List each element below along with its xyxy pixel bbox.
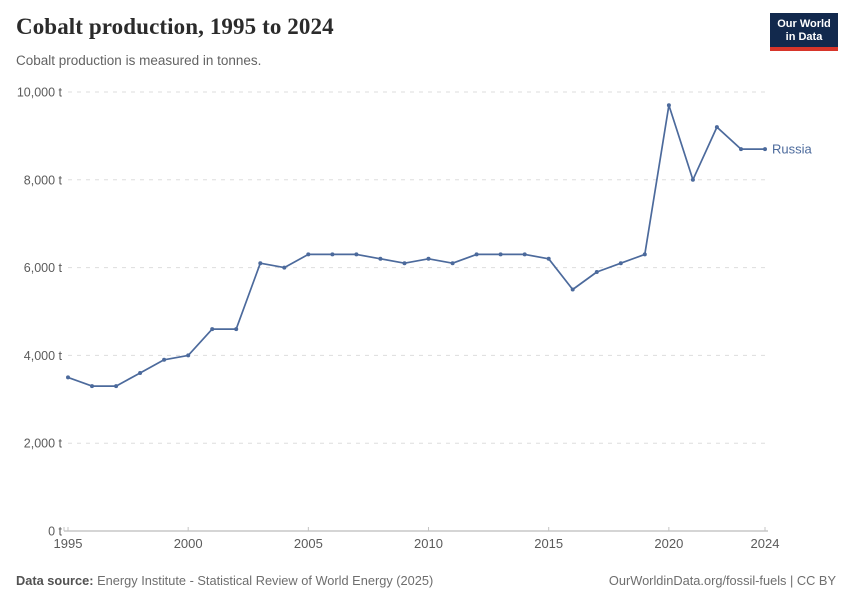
x-axis-tick-label: 2010 <box>414 536 443 551</box>
data-point <box>66 375 70 380</box>
y-axis-tick-label: 6,000 t <box>24 261 63 275</box>
data-point <box>114 384 119 389</box>
data-point <box>90 384 94 389</box>
data-point <box>570 287 575 292</box>
data-point <box>378 256 383 261</box>
data-point <box>763 147 767 152</box>
data-line-russia <box>67 104 766 387</box>
owid-logo-line2: in Data <box>785 30 823 43</box>
x-axis-tick-label: 2000 <box>174 536 203 551</box>
x-axis-tick-label: 2024 <box>751 536 780 551</box>
x-axis-tick-label: 2015 <box>534 536 563 551</box>
data-point <box>498 252 503 257</box>
data-point <box>618 261 623 266</box>
data-point <box>594 270 599 274</box>
data-point <box>714 125 719 130</box>
data-point <box>690 177 695 182</box>
data-point <box>162 357 167 362</box>
chart-footer: Data source: Energy Institute - Statisti… <box>16 573 836 588</box>
data-point <box>450 261 455 266</box>
data-point <box>138 371 143 375</box>
x-axis-tick-label: 1995 <box>54 536 83 551</box>
data-point <box>546 256 551 261</box>
data-point <box>474 252 479 257</box>
chart-subtitle: Cobalt production is measured in tonnes. <box>16 53 262 68</box>
data-point <box>666 103 671 108</box>
data-point <box>282 265 287 270</box>
data-source: Data source: Energy Institute - Statisti… <box>16 573 433 588</box>
owid-logo-line1: Our World <box>777 18 831 30</box>
data-point <box>234 327 239 332</box>
data-point <box>522 252 527 257</box>
data-source-label: Data source: <box>16 573 94 588</box>
data-point <box>258 261 263 266</box>
page-title: Cobalt production, 1995 to 2024 <box>16 14 334 39</box>
data-source-link[interactable]: Energy Institute - Statistical Review of… <box>97 573 434 588</box>
y-axis-tick-label: 8,000 t <box>24 173 63 187</box>
x-axis-tick-label: 2020 <box>654 536 683 551</box>
data-point <box>210 327 215 332</box>
data-point <box>426 256 431 261</box>
data-point <box>186 353 191 358</box>
owid-logo[interactable]: Our World in Data <box>770 13 838 51</box>
y-axis-tick-label: 2,000 t <box>24 437 63 451</box>
data-point <box>330 252 335 257</box>
y-axis-tick-label: 10,000 t <box>17 86 63 100</box>
series-label-russia[interactable]: Russia <box>772 142 813 157</box>
data-point <box>402 261 407 266</box>
data-point <box>642 252 647 257</box>
y-axis-tick-label: 4,000 t <box>24 349 63 363</box>
credit-link[interactable]: OurWorldinData.org/fossil-fuels | CC BY <box>608 573 836 588</box>
x-axis-tick-label: 2005 <box>294 536 323 551</box>
data-point <box>306 252 311 257</box>
data-point <box>354 252 359 257</box>
y-axis-tick-label: 0 t <box>48 525 62 539</box>
data-point <box>739 147 743 152</box>
